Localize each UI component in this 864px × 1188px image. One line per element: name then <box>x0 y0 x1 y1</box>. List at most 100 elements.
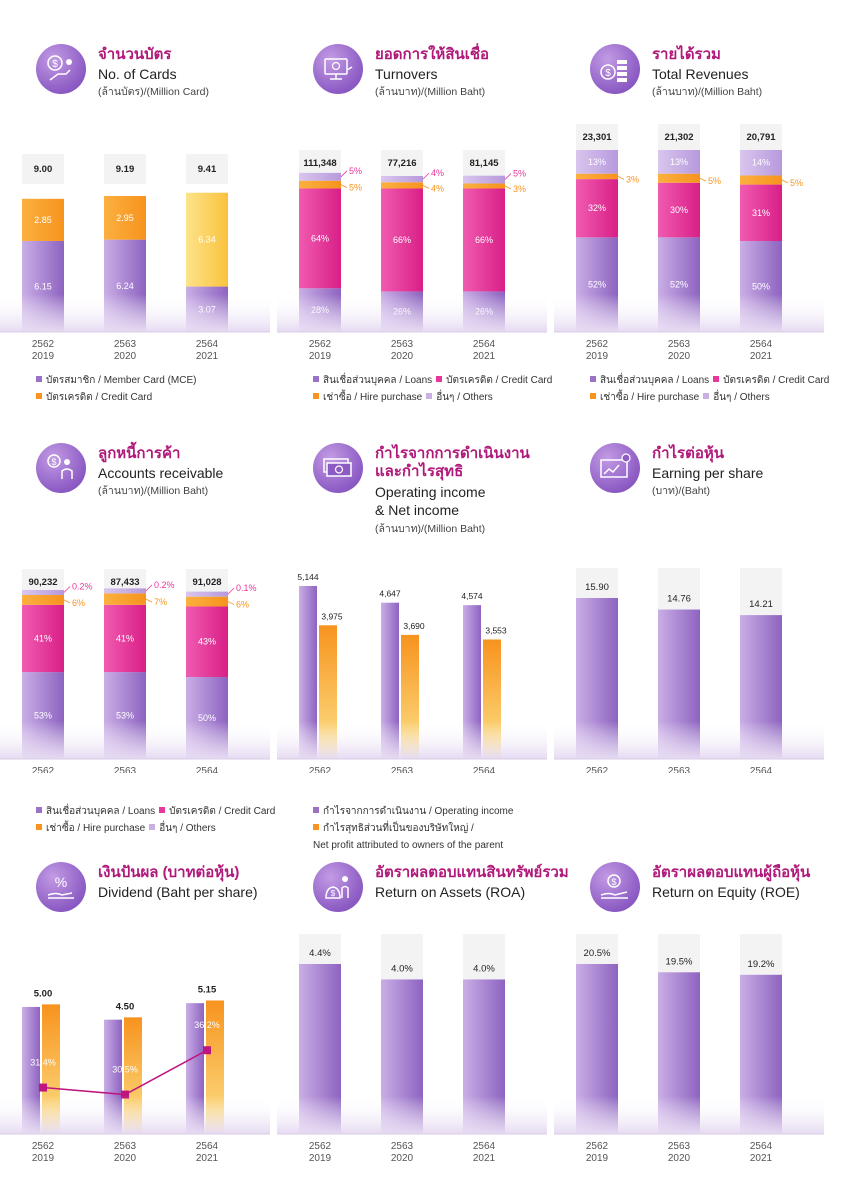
payout-marker <box>121 1090 129 1099</box>
chart-income: 5,1443,9754,6473,6904,5743,5532562201925… <box>277 572 547 773</box>
x-tick-label-th: 2564 <box>473 339 496 350</box>
bar-value-label: 53% <box>116 711 134 721</box>
x-tick-label-th: 2563 <box>391 1141 414 1152</box>
panel-unit: (ล้านบาท)/(Million Baht) <box>375 86 486 98</box>
x-tick-label-th: 2564 <box>196 339 219 350</box>
bar-value-label: 14% <box>752 158 770 168</box>
x-tick-label-th: 2562 <box>32 1141 55 1152</box>
bar-value-label: 52% <box>670 280 688 290</box>
x-tick-label-th: 2563 <box>114 339 137 350</box>
chart-cards: 6.152.859.006.242.959.193.076.349.412562… <box>0 154 270 362</box>
panel-title-en: Return on Equity (ROE) <box>652 884 800 900</box>
bar-segment <box>740 150 782 176</box>
total-label: 81,145 <box>469 158 499 169</box>
legend-item: กำไรจากการดำเนินงาน / Operating income <box>313 803 513 820</box>
total-background <box>740 124 782 150</box>
floor-shade <box>554 1096 824 1134</box>
bar-segment <box>576 179 618 238</box>
x-tick-label-th: 2564 <box>473 1141 496 1152</box>
floor-shade <box>0 721 270 759</box>
x-tick-label-th: 2562 <box>309 339 332 350</box>
bar-segment <box>463 183 505 189</box>
legend-revenues: สินเชื่อส่วนบุคคล / Loans บัตรเครดิต / Cr… <box>590 372 829 406</box>
chart-revenues: 23,301 52% 32% 3% 13% 21,302 52% 30% 5% 13% 20,791… <box>554 124 824 362</box>
callout-label: 0.2% <box>154 580 175 590</box>
bar-value-label: 13% <box>588 157 606 167</box>
legend-swatch-orange <box>313 393 319 399</box>
bar-value-label: 52% <box>588 280 606 290</box>
x-tick-label-th: 2562 <box>32 339 55 350</box>
panel-title-th: อัตราผลตอบแทนสินทรัพย์รวม <box>375 864 569 881</box>
floor-shade <box>277 294 547 332</box>
bar-value-label: 5,144 <box>297 572 319 582</box>
legend-swatch-purple <box>590 376 596 382</box>
legend-swatch-orange <box>36 824 42 830</box>
bar-segment <box>22 198 64 241</box>
percent-hand-icon: % <box>36 862 86 912</box>
x-tick-label-th: 2563 <box>668 766 691 773</box>
legend-row: เช่าซื้อ / Hire purchase อื่นๆ / Others <box>313 389 552 406</box>
bar-value-label: 43% <box>198 637 216 647</box>
callout-label: 7% <box>154 597 167 607</box>
bar-value-label: 4.4% <box>309 948 331 959</box>
bar-value-label: 41% <box>116 633 134 643</box>
x-tick-label-th: 2562 <box>586 339 609 350</box>
x-tick-label-th: 2563 <box>668 339 691 350</box>
x-tick-label: 2020 <box>114 351 137 362</box>
x-tick-label-th: 2563 <box>391 339 414 350</box>
bar-value-label: 2.85 <box>34 215 52 225</box>
total-label: 9.00 <box>34 164 53 175</box>
x-tick-label-th: 2563 <box>114 766 137 773</box>
bar-segment <box>381 182 423 189</box>
callout-label: 5% <box>513 169 526 179</box>
total-background <box>186 154 228 184</box>
panel-title-en: Accounts receivable <box>98 465 224 481</box>
payout-marker <box>39 1083 47 1092</box>
panel-title-en: Total Revenues <box>652 66 749 82</box>
bar-value-label: 6.34 <box>198 235 216 245</box>
legend-income: กำไรจากการดำเนินงาน / Operating income ก… <box>313 803 513 854</box>
leader-line <box>504 185 512 190</box>
x-tick-label: 2021 <box>196 351 219 362</box>
panel-unit: (ล้านบัตร)/(Million Card) <box>98 86 209 98</box>
x-tick-label-th: 2562 <box>309 1141 332 1152</box>
floor-shade <box>0 294 270 332</box>
total-label: 21,302 <box>664 132 693 143</box>
bar-segment <box>104 195 146 240</box>
leader-line <box>781 179 789 184</box>
total-label: 91,028 <box>192 577 221 588</box>
total-label: 23,301 <box>582 132 612 143</box>
bar-value-label: 50% <box>752 282 770 292</box>
legend-row: สินเชื่อส่วนบุคคล / Loans บัตรเครดิต / Cr… <box>36 803 275 820</box>
bar-segment <box>463 188 505 292</box>
total-background <box>104 154 146 184</box>
callout-label: 0.1% <box>236 583 257 593</box>
x-tick-label: 2021 <box>473 1153 496 1164</box>
svg-text:$: $ <box>611 877 616 887</box>
bar-segment <box>186 596 228 607</box>
panel-title-en-line2: & Net income <box>375 502 460 518</box>
payout-label: 36.2% <box>194 1020 220 1030</box>
x-tick-label: 2019 <box>309 351 332 362</box>
total-background <box>658 124 700 150</box>
bar-value-label: 6.24 <box>116 281 134 291</box>
total-background <box>22 154 64 184</box>
bar-value-label: 64% <box>311 233 329 243</box>
bar-operating <box>381 602 399 759</box>
bar-value-label: 6.15 <box>34 281 52 291</box>
x-tick-label: 2019 <box>32 1153 55 1164</box>
panel-title-th: อัตราผลตอบแทนผู้ถือหุ้น <box>652 864 811 881</box>
svg-text:$: $ <box>605 68 611 79</box>
bar-value-label: 14.21 <box>749 599 773 610</box>
bar-segment <box>22 590 64 595</box>
bar-value-label: 19.5% <box>666 956 693 967</box>
x-tick-label: 2019 <box>586 351 609 362</box>
leader-line <box>63 586 71 593</box>
x-tick-label: 2021 <box>750 351 773 362</box>
legend-item-cont: Net profit attributed to owners of the p… <box>313 840 504 851</box>
total-label: 9.19 <box>116 164 135 175</box>
panel-unit: (ล้านบาท)/(Million Baht) <box>652 86 763 98</box>
payout-marker <box>203 1046 211 1055</box>
panel-title-en: Turnovers <box>375 66 438 82</box>
